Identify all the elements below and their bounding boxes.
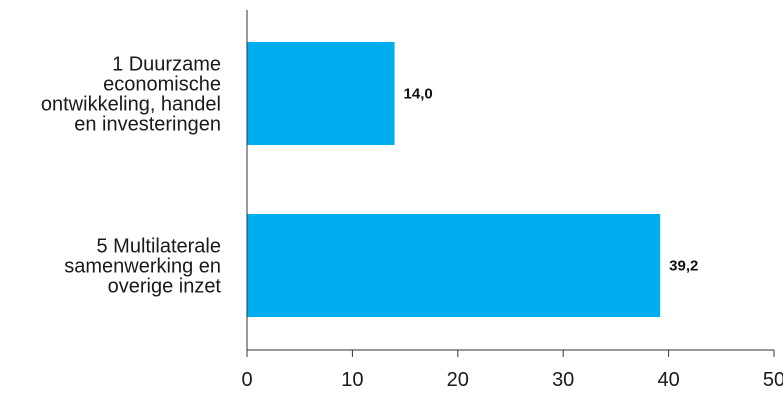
- category-label-line: 1 Duurzame: [112, 54, 221, 76]
- x-tick-label: 40: [657, 369, 679, 391]
- bars-layer: [247, 42, 661, 317]
- category-label-line: 5 Multilaterale: [96, 236, 221, 258]
- x-tick-label: 30: [552, 369, 574, 391]
- category-label-2: 5 Multilaterale samenwerking en overige in…: [64, 236, 221, 298]
- category-label-line: samenwerking en: [64, 256, 221, 278]
- x-tick-label: 0: [241, 369, 252, 391]
- bar-1: [247, 42, 395, 145]
- category-label-line: en investeringen: [74, 114, 221, 136]
- category-label-line: ontwikkeling, handel: [41, 94, 221, 116]
- axes: 0 10 20 30 40 50: [241, 10, 783, 391]
- x-tick-label: 10: [341, 369, 363, 391]
- category-label-line: economische: [103, 74, 221, 96]
- value-label-2: 39,2: [669, 258, 698, 275]
- category-label-line: overige inzet: [108, 276, 222, 298]
- value-labels: 14,0 39,2: [404, 86, 699, 275]
- category-label-1: 1 Duurzame economische ontwikkeling, hande…: [41, 54, 221, 136]
- x-tick-label: 50: [763, 369, 783, 391]
- value-label-1: 14,0: [404, 86, 433, 103]
- x-tick-label: 20: [447, 369, 469, 391]
- category-labels: 1 Duurzame economische ontwikkeling, hande…: [41, 54, 222, 298]
- bar-2: [247, 214, 661, 317]
